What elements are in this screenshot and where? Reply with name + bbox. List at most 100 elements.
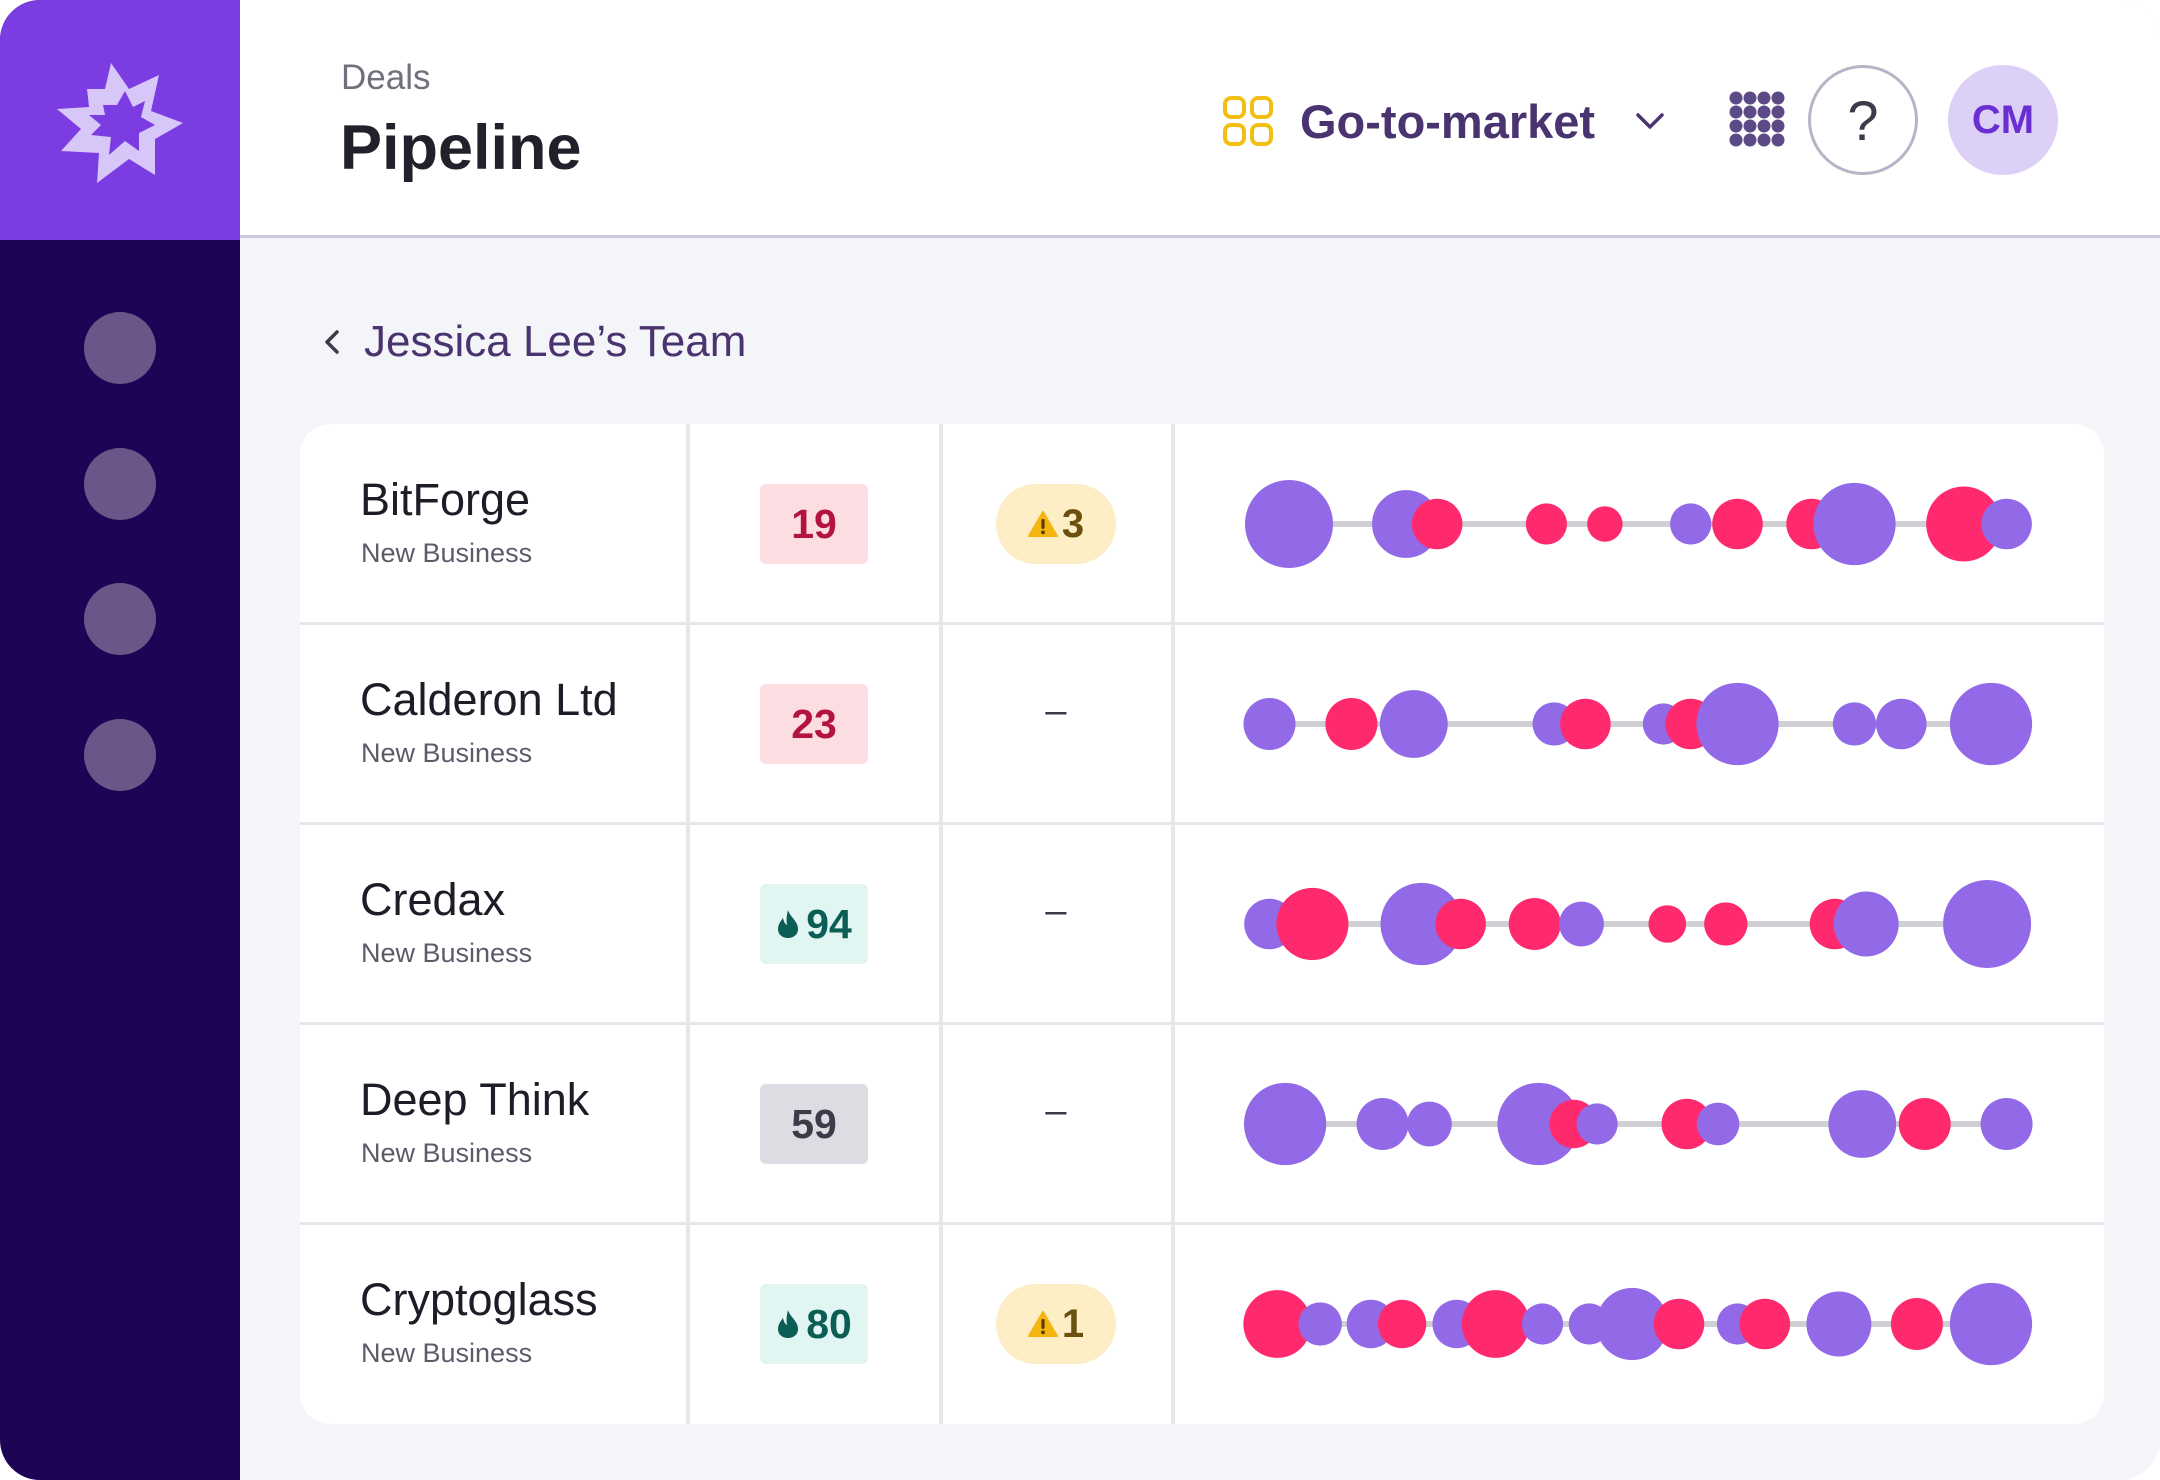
starburst-logo-icon (57, 63, 183, 183)
deal-score-badge[interactable]: 19 (760, 484, 868, 564)
activity-dot-pink[interactable] (1411, 498, 1463, 550)
activity-dot-pink[interactable] (1525, 503, 1567, 545)
deal-row[interactable]: Cryptoglass New Business 80 1 (300, 1224, 2104, 1424)
activity-dot-pink[interactable] (1898, 1098, 1951, 1150)
warning-icon (1027, 1311, 1058, 1337)
activity-dot-purple[interactable] (1380, 882, 1463, 966)
activity-dot-purple[interactable] (1379, 690, 1448, 758)
activity-dot-pink[interactable] (1435, 898, 1486, 950)
activity-dot-pink[interactable] (1648, 905, 1687, 943)
activity-dot-pink[interactable] (1276, 887, 1349, 961)
activity-dot-purple[interactable] (1949, 682, 2033, 766)
activity-dot-pink[interactable] (1739, 1298, 1791, 1350)
apps-menu-button[interactable] (1728, 90, 1788, 150)
activity-dot-purple[interactable] (1559, 901, 1604, 947)
user-avatar[interactable]: CM (1948, 65, 2058, 175)
activity-dot-pink[interactable] (1243, 1290, 1312, 1358)
activity-dot-purple[interactable] (1943, 880, 2032, 968)
activity-dot-pink[interactable] (1653, 1298, 1705, 1350)
activity-dot-pink[interactable] (1704, 902, 1748, 946)
activity-dot-pink[interactable] (1587, 506, 1623, 542)
deal-name[interactable]: Credax (360, 874, 506, 925)
activity-dot-purple[interactable] (1876, 698, 1927, 750)
activity-timeline (1243, 682, 2033, 766)
activity-timeline (1245, 480, 2032, 568)
deal-row[interactable]: Credax New Business 94 – (300, 824, 2104, 1024)
page-title: Pipeline (340, 113, 582, 183)
deal-score-value: 23 (791, 700, 837, 747)
activity-dot-purple[interactable] (1806, 1291, 1872, 1357)
workspace-label: Go-to-market (1300, 94, 1596, 148)
chevron-down-icon (1636, 113, 1664, 129)
activity-dot-pink[interactable] (1890, 1298, 1943, 1350)
row-divider (300, 1022, 2104, 1025)
no-alerts-dash: – (1045, 1090, 1067, 1132)
deal-type: New Business (361, 538, 533, 568)
column-divider (686, 424, 690, 1424)
activity-dot-pink[interactable] (1661, 1098, 1713, 1150)
activity-dot-purple[interactable] (1497, 1082, 1580, 1166)
activity-dot-pink[interactable] (1926, 486, 2002, 562)
activity-dot-purple[interactable] (1407, 1101, 1452, 1147)
activity-dot-purple[interactable] (1813, 482, 1896, 566)
activity-dot-purple[interactable] (1243, 1082, 1327, 1166)
deal-score-badge[interactable]: 23 (760, 684, 868, 764)
sidebar-nav-item-2[interactable] (84, 448, 156, 520)
activity-dot-purple[interactable] (1670, 503, 1712, 545)
activity-dot-purple[interactable] (1356, 1098, 1409, 1150)
activity-dot-purple[interactable] (1696, 682, 1779, 766)
deal-type: New Business (361, 738, 533, 768)
activity-dot-purple[interactable] (1981, 498, 2032, 550)
activity-dot-purple[interactable] (1596, 1287, 1669, 1361)
activity-dot-purple[interactable] (1243, 698, 1296, 750)
deals-table: BitForge New Business 19 3 Calderon Ltd New B… (300, 424, 2104, 1424)
flame-icon (778, 910, 799, 938)
alert-count: 1 (1061, 1301, 1085, 1346)
activity-dot-purple[interactable] (1521, 1303, 1564, 1345)
activity-dot-purple[interactable] (1828, 1090, 1897, 1158)
no-alerts-dash: – (1045, 690, 1067, 732)
activity-dot-pink[interactable] (1461, 1290, 1530, 1358)
no-alerts-dash: – (1045, 890, 1067, 932)
deal-score-value: 80 (806, 1300, 852, 1347)
alert-badge[interactable]: 3 (996, 484, 1116, 564)
activity-dot-purple[interactable] (1696, 1102, 1740, 1146)
deal-score-value: 94 (806, 900, 852, 947)
deal-row[interactable]: Calderon Ltd New Business 23 – (300, 624, 2104, 824)
activity-dot-purple[interactable] (1245, 480, 1333, 568)
row-divider (300, 622, 2104, 625)
deal-name[interactable]: Deep Think (360, 1074, 590, 1125)
alert-badge[interactable]: 1 (996, 1284, 1116, 1364)
activity-dot-purple[interactable] (1949, 1282, 2033, 1366)
deal-score-badge[interactable]: 59 (760, 1084, 868, 1164)
warning-icon (1027, 511, 1058, 537)
sidebar-nav-item-3[interactable] (84, 583, 156, 655)
logo[interactable] (0, 0, 240, 240)
deal-name[interactable]: BitForge (360, 474, 531, 525)
activity-dot-pink[interactable] (1325, 698, 1378, 750)
deal-score-badge[interactable]: 94 (760, 884, 868, 964)
activity-dot-pink[interactable] (1508, 898, 1561, 950)
deal-row[interactable]: BitForge New Business 19 3 (300, 424, 2104, 624)
activity-dot-purple[interactable] (1576, 1103, 1618, 1145)
deal-row[interactable]: Deep Think New Business 59 – (300, 1024, 2104, 1224)
deal-name[interactable]: Calderon Ltd (360, 674, 618, 725)
breadcrumb[interactable]: Deals (341, 58, 431, 97)
activity-dot-purple[interactable] (1298, 1302, 1342, 1346)
workspace-switcher[interactable]: Go-to-market (1222, 86, 1665, 156)
sidebar-nav-item-1[interactable] (84, 312, 156, 384)
activity-dot-pink[interactable] (1712, 498, 1763, 550)
activity-dot-purple[interactable] (1832, 702, 1877, 746)
activity-dot-pink[interactable] (1377, 1299, 1427, 1349)
deal-name[interactable]: Cryptoglass (360, 1274, 598, 1325)
activity-dot-pink[interactable] (1560, 698, 1611, 750)
row-divider (300, 822, 2104, 825)
activity-dot-purple[interactable] (1833, 891, 1899, 957)
app-grid-icon (1729, 91, 1785, 147)
sidebar-nav-item-4[interactable] (84, 719, 156, 791)
team-back-link[interactable]: Jessica Lee’s Team (322, 312, 746, 372)
help-button[interactable]: ? (1808, 65, 1918, 175)
activity-dot-purple[interactable] (1980, 1098, 2033, 1150)
deal-score-badge[interactable]: 80 (760, 1284, 868, 1364)
